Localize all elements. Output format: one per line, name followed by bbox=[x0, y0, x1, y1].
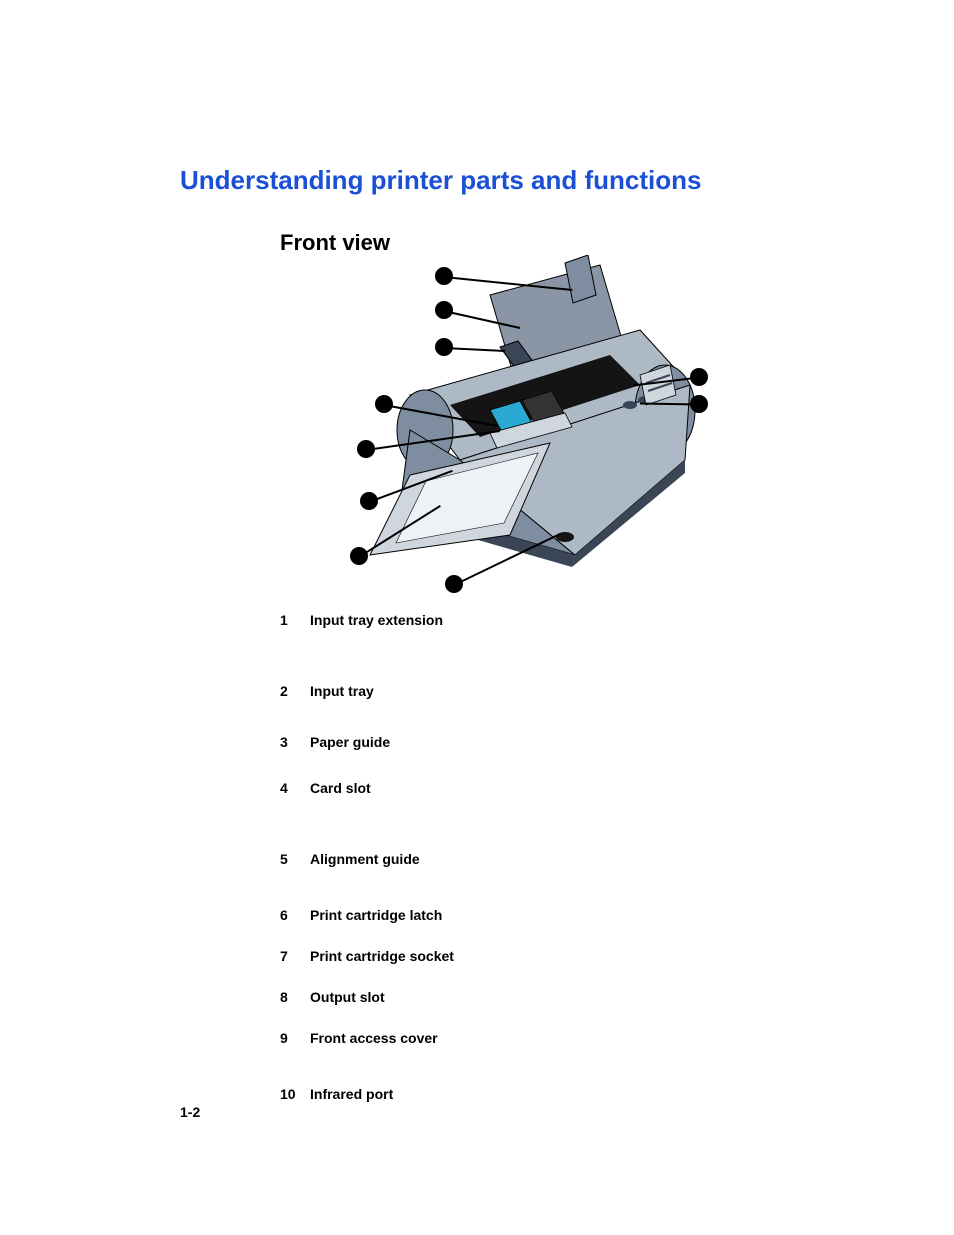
callout-dot bbox=[435, 338, 453, 356]
legend-label: Alignment guide bbox=[310, 851, 780, 867]
legend-row: 1Input tray extension bbox=[280, 612, 780, 628]
callout-dot bbox=[690, 395, 708, 413]
legend-number: 8 bbox=[280, 989, 310, 1005]
legend-label: Front access cover bbox=[310, 1030, 780, 1046]
legend-row: 10Infrared port bbox=[280, 1086, 780, 1102]
legend-row: 4Card slot bbox=[280, 780, 780, 796]
legend-number: 10 bbox=[280, 1086, 310, 1102]
legend-number: 9 bbox=[280, 1030, 310, 1046]
callout-dot bbox=[375, 395, 393, 413]
parts-legend: 1Input tray extension 2Input tray 3Paper g… bbox=[280, 612, 780, 1102]
page-number: 1-2 bbox=[180, 1104, 200, 1120]
legend-row: 8Output slot bbox=[280, 989, 780, 1005]
legend-label: Print cartridge latch bbox=[310, 907, 780, 923]
legend-number: 3 bbox=[280, 734, 310, 750]
page: Understanding printer parts and function… bbox=[0, 0, 954, 1235]
callout-dot bbox=[357, 440, 375, 458]
callout-dot bbox=[350, 547, 368, 565]
legend-label: Paper guide bbox=[310, 734, 780, 750]
callout-dot bbox=[690, 368, 708, 386]
legend-label: Print cartridge socket bbox=[310, 948, 780, 964]
legend-row: 5Alignment guide bbox=[280, 851, 780, 867]
legend-label: Output slot bbox=[310, 989, 780, 1005]
legend-label: Input tray extension bbox=[310, 612, 780, 628]
legend-number: 6 bbox=[280, 907, 310, 923]
legend-row: 7Print cartridge socket bbox=[280, 948, 780, 964]
legend-label: Card slot bbox=[310, 780, 780, 796]
callout-dot bbox=[360, 492, 378, 510]
legend-row: 2Input tray bbox=[280, 683, 780, 699]
legend-label: Infrared port bbox=[310, 1086, 780, 1102]
printer-figure bbox=[340, 255, 740, 595]
callout-dot bbox=[445, 575, 463, 593]
callout-dot bbox=[435, 267, 453, 285]
legend-number: 5 bbox=[280, 851, 310, 867]
legend-row: 6Print cartridge latch bbox=[280, 907, 780, 923]
legend-number: 2 bbox=[280, 683, 310, 699]
page-title: Understanding printer parts and function… bbox=[180, 165, 701, 196]
legend-row: 9Front access cover bbox=[280, 1030, 780, 1046]
legend-row: 3Paper guide bbox=[280, 734, 780, 750]
callout-dot bbox=[435, 301, 453, 319]
section-title: Front view bbox=[280, 230, 390, 256]
legend-number: 4 bbox=[280, 780, 310, 796]
legend-number: 1 bbox=[280, 612, 310, 628]
legend-number: 7 bbox=[280, 948, 310, 964]
legend-label: Input tray bbox=[310, 683, 780, 699]
